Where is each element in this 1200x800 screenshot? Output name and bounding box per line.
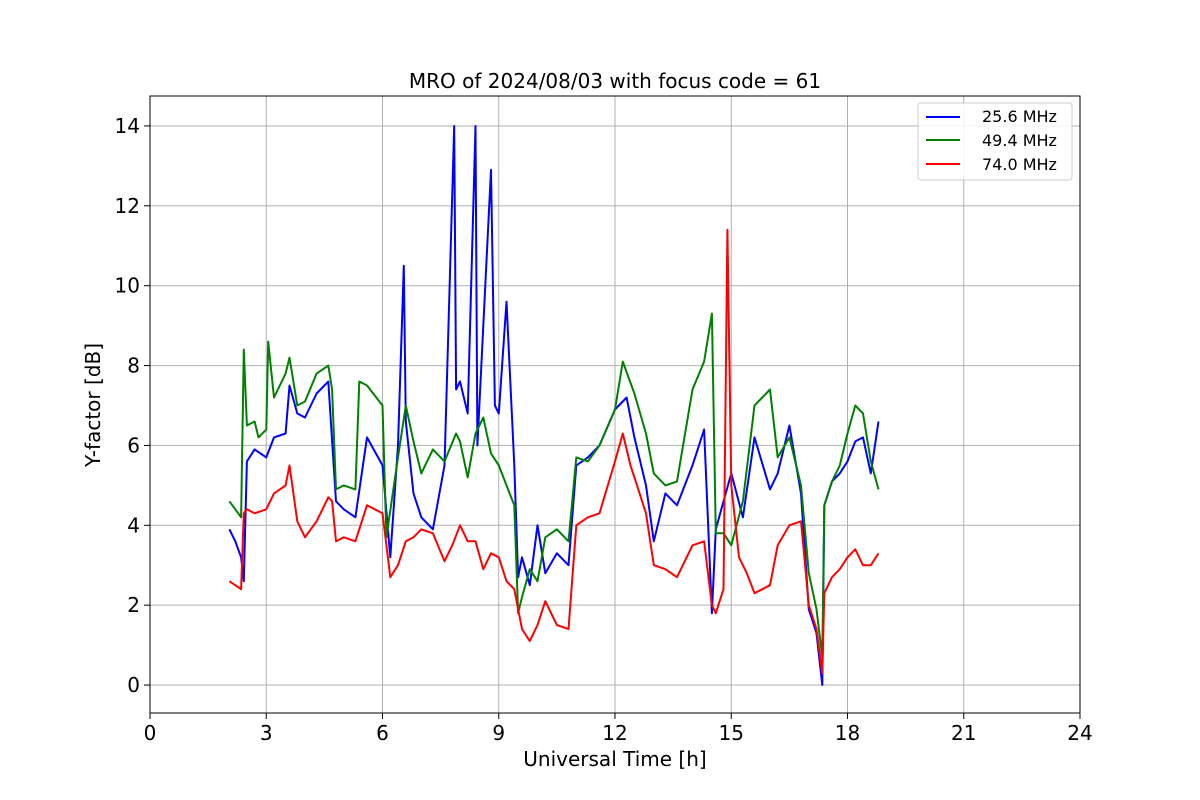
y-tick-label: 10 [115, 274, 140, 298]
legend-label-74-0-mhz: 74.0 MHz [982, 155, 1057, 174]
series-line-74-0-mhz [228, 228, 880, 675]
y-tick-label: 0 [127, 673, 140, 697]
y-tick-label: 6 [127, 433, 140, 457]
legend: 25.6 MHz 49.4 MHz 74.0 MHz [917, 102, 1073, 181]
x-tick-label: 12 [602, 721, 627, 745]
y-tick-label: 14 [115, 114, 140, 138]
x-tick-label: 3 [260, 721, 273, 745]
x-tick-label: 15 [719, 721, 744, 745]
series-line-25-6-mhz [228, 125, 880, 686]
x-tick-label: 6 [376, 721, 389, 745]
x-axis-label: Universal Time [h] [523, 747, 706, 771]
x-tick-label: 21 [951, 721, 976, 745]
legend-label-49-4-mhz: 49.4 MHz [982, 131, 1057, 150]
y-axis-label: Y-factor [dB] [81, 343, 105, 468]
x-tick-label: 18 [835, 721, 860, 745]
y-tick-label: 4 [127, 513, 140, 537]
legend-label-25-6-mhz: 25.6 MHz [982, 107, 1057, 126]
chart-title: MRO of 2024/08/03 with focus code = 61 [409, 69, 821, 93]
y-tick-label: 8 [127, 354, 140, 378]
x-tick-label: 9 [492, 721, 505, 745]
x-tick-label: 0 [144, 721, 157, 745]
legend-box [917, 102, 1073, 181]
x-tick-label: 24 [1067, 721, 1092, 745]
y-tick-label: 2 [127, 593, 140, 617]
y-tick-label: 12 [115, 194, 140, 218]
series-lines [228, 125, 880, 686]
